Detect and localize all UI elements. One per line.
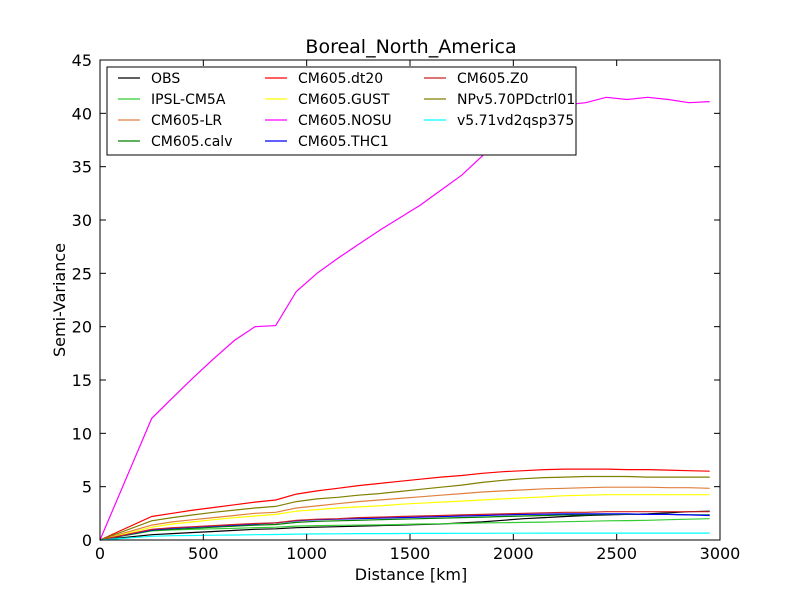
legend-label-8: CM605.Z0 — [457, 71, 529, 87]
legend-label-2: CM605-LR — [151, 113, 222, 129]
series-line-4 — [99, 468, 710, 541]
series-line-9 — [99, 475, 710, 541]
x-tick-label: 1500 — [390, 544, 431, 563]
y-tick-label: 10 — [72, 424, 92, 443]
legend-label-10: v5.71vd2qsp375 — [457, 113, 574, 129]
x-tick-label: 500 — [188, 544, 219, 563]
y-tick-label: 15 — [72, 371, 92, 390]
y-tick-label: 25 — [72, 264, 92, 283]
series-line-5 — [99, 494, 710, 541]
legend-label-7: CM605.THC1 — [298, 134, 389, 150]
legend-label-6: CM605.NOSU — [298, 113, 392, 129]
y-tick-label: 5 — [82, 478, 92, 497]
series-line-8 — [99, 511, 710, 541]
plot-frame — [99, 59, 721, 541]
ticks-layer: 0 500 1000 1500 2000 2500 3000 0 5 10 15 20 25 30 35 40… — [72, 51, 741, 563]
series-line-2 — [99, 486, 710, 541]
x-tick-label: 2500 — [596, 544, 637, 563]
legend: OBS IPSL-CM5A CM605-LR CM605.calv CM605.dt20… — [106, 66, 577, 156]
legend-label-3: CM605.calv — [151, 134, 232, 150]
legend-label-4: CM605.dt20 — [298, 71, 383, 87]
x-tick-label: 2000 — [493, 544, 534, 563]
chart-title: Boreal_North_America — [305, 36, 516, 58]
y-tick-label: 20 — [72, 318, 92, 337]
legend-label-9: NPv5.70PDctrl01 — [457, 92, 575, 108]
legend-box — [106, 66, 577, 156]
y-tick-label: 0 — [82, 531, 92, 550]
series-line-10 — [99, 532, 710, 541]
x-tick-label: 0 — [95, 544, 105, 563]
legend-label-1: IPSL-CM5A — [151, 92, 226, 108]
legend-label-0: OBS — [151, 71, 180, 87]
y-tick-label: 30 — [72, 211, 92, 230]
legend-label-5: CM605.GUST — [298, 92, 390, 108]
y-tick-label: 45 — [72, 51, 92, 70]
series-line-6 — [99, 96, 710, 541]
x-axis-label: Distance [km] — [355, 565, 467, 584]
y-tick-label: 35 — [72, 158, 92, 177]
y-tick-label: 40 — [72, 104, 92, 123]
series-layer — [99, 96, 710, 541]
x-tick-label: 1000 — [286, 544, 327, 563]
series-line-1 — [99, 518, 710, 541]
x-tick-label: 3000 — [700, 544, 741, 563]
y-axis-label: Semi-Variance — [50, 243, 69, 357]
